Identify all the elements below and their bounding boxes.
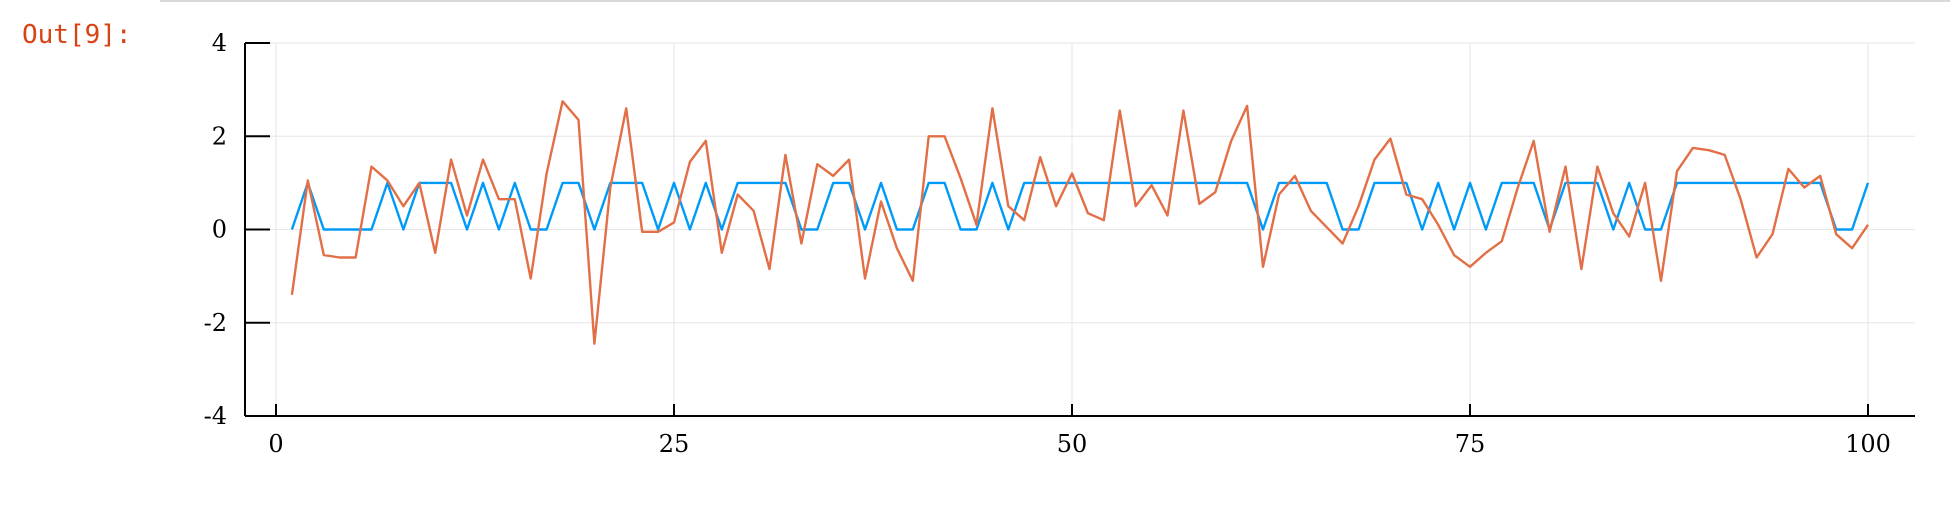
tick-labels: -4 -2 0 2 4 0 25 50 75 100 — [204, 29, 1891, 458]
cell-top-border — [160, 0, 1950, 2]
y-tick-label: 4 — [212, 29, 227, 57]
y-tick-label: 0 — [212, 216, 227, 244]
series-line-2 — [290, 100, 1869, 345]
x-tick-label: 25 — [659, 430, 690, 458]
x-tick-label: 75 — [1455, 430, 1486, 458]
x-tick-label: 0 — [268, 430, 283, 458]
grid-lines — [245, 42, 1915, 417]
output-prompt: Out[9]: — [22, 20, 132, 50]
y-tick-label: -2 — [204, 309, 227, 337]
y-tick-label: -4 — [204, 402, 227, 430]
axes — [244, 42, 1915, 417]
series-line-1 — [290, 181, 1870, 231]
series-lines — [290, 100, 1870, 345]
x-tick-label: 50 — [1057, 430, 1088, 458]
x-tick-label: 100 — [1845, 430, 1891, 458]
y-tick-label: 2 — [212, 122, 227, 150]
